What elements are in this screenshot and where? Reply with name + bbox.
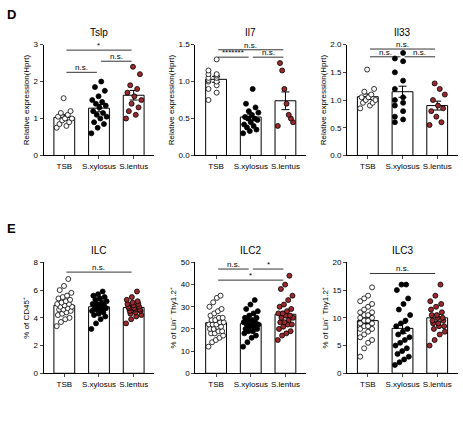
svg-text:n.s.: n.s. <box>379 48 392 57</box>
svg-text:% of Lin⁻ Thy1.2⁺: % of Lin⁻ Thy1.2⁺ <box>169 287 178 348</box>
svg-text:*: * <box>249 271 252 280</box>
svg-text:20: 20 <box>333 258 342 267</box>
svg-text:% of CD45⁺: % of CD45⁺ <box>22 297 31 339</box>
svg-text:n.s.: n.s. <box>110 52 123 61</box>
svg-text:2: 2 <box>33 341 38 350</box>
svg-text:Relative expression(Hprt): Relative expression(Hprt) <box>167 55 176 146</box>
svg-text:% of Lin⁻ Thy1.2⁺: % of Lin⁻ Thy1.2⁺ <box>321 287 330 348</box>
svg-text:5: 5 <box>337 341 342 350</box>
svg-text:n.s.: n.s. <box>227 260 240 269</box>
svg-text:n.s.: n.s. <box>396 264 409 273</box>
svg-text:6: 6 <box>33 286 38 295</box>
svg-text:S.lentus: S.lentus <box>271 162 300 171</box>
svg-text:TSB: TSB <box>360 162 376 171</box>
svg-text:S.xylosus: S.xylosus <box>82 162 116 171</box>
svg-text:0.5: 0.5 <box>179 114 191 123</box>
svg-text:0: 0 <box>185 369 190 378</box>
svg-text:10: 10 <box>333 314 342 323</box>
svg-text:0: 0 <box>337 369 342 378</box>
svg-text:0.0: 0.0 <box>179 151 191 160</box>
svg-text:Relative expression(Hprt): Relative expression(Hprt) <box>22 55 31 146</box>
svg-text:*******: ******* <box>222 48 244 57</box>
svg-text:0.5: 0.5 <box>330 124 342 133</box>
svg-text:30: 30 <box>181 303 190 312</box>
svg-text:S.lentus: S.lentus <box>271 380 300 389</box>
svg-text:Relative expression(Hprt): Relative expression(Hprt) <box>319 55 328 146</box>
svg-text:n.s.: n.s. <box>413 48 426 57</box>
svg-text:n.s.: n.s. <box>262 48 275 57</box>
svg-text:n.s.: n.s. <box>75 63 88 72</box>
svg-text:3: 3 <box>33 40 38 49</box>
svg-text:D: D <box>7 7 16 22</box>
svg-text:S.xylosus: S.xylosus <box>82 380 116 389</box>
svg-text:n.s.: n.s. <box>244 41 257 50</box>
svg-text:n.s.: n.s. <box>396 40 409 49</box>
svg-text:1.0: 1.0 <box>179 77 191 86</box>
svg-text:Il7: Il7 <box>245 27 256 38</box>
svg-text:20: 20 <box>181 325 190 334</box>
svg-text:*: * <box>267 260 270 269</box>
svg-text:0: 0 <box>33 369 38 378</box>
svg-text:TSB: TSB <box>57 162 73 171</box>
svg-text:ILC3: ILC3 <box>392 245 414 256</box>
svg-text:TSB: TSB <box>360 380 376 389</box>
svg-text:40: 40 <box>181 280 190 289</box>
svg-text:2: 2 <box>33 77 38 86</box>
svg-text:1: 1 <box>33 114 38 123</box>
svg-text:Il33: Il33 <box>394 27 411 38</box>
svg-text:S.xylosus: S.xylosus <box>385 380 419 389</box>
svg-text:S.xylosus: S.xylosus <box>385 162 419 171</box>
svg-text:10: 10 <box>181 347 190 356</box>
svg-text:4: 4 <box>33 314 38 323</box>
svg-text:S.lentus: S.lentus <box>119 162 148 171</box>
svg-text:50: 50 <box>181 258 190 267</box>
svg-text:1.0: 1.0 <box>330 96 342 105</box>
svg-text:TSB: TSB <box>57 380 73 389</box>
svg-text:0.0: 0.0 <box>330 151 342 160</box>
svg-text:1.5: 1.5 <box>330 68 342 77</box>
svg-text:Tslp: Tslp <box>90 27 108 38</box>
svg-text:TSB: TSB <box>208 380 224 389</box>
svg-text:E: E <box>7 221 16 236</box>
svg-text:15: 15 <box>333 286 342 295</box>
svg-text:ILC: ILC <box>91 245 107 256</box>
svg-text:S.xylosus: S.xylosus <box>234 380 268 389</box>
svg-text:2.0: 2.0 <box>330 40 342 49</box>
svg-text:S.lentus: S.lentus <box>423 380 452 389</box>
svg-text:S.lentus: S.lentus <box>119 380 148 389</box>
svg-text:1.5: 1.5 <box>179 40 191 49</box>
svg-text:0: 0 <box>33 151 38 160</box>
svg-text:S.xylosus: S.xylosus <box>234 162 268 171</box>
svg-text:ILC2: ILC2 <box>240 245 262 256</box>
svg-text:TSB: TSB <box>208 162 224 171</box>
svg-text:S.lentus: S.lentus <box>423 162 452 171</box>
svg-text:n.s.: n.s. <box>92 263 105 272</box>
svg-text:8: 8 <box>33 258 38 267</box>
svg-text:*: * <box>97 41 100 50</box>
